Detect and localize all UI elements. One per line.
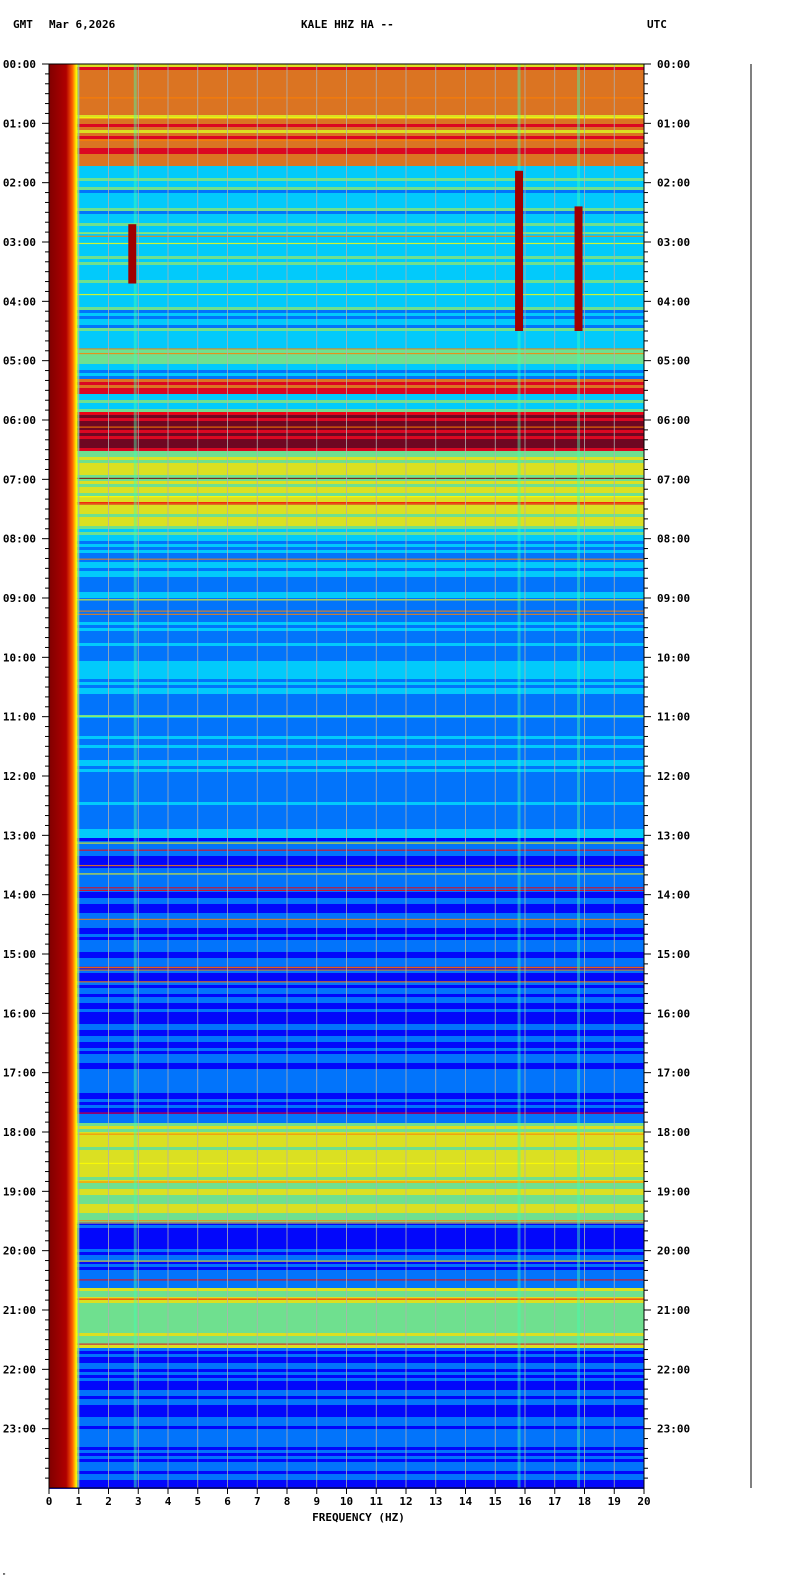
y-tick-label-left: 15:00 bbox=[3, 948, 36, 961]
y-tick-label-right: 15:00 bbox=[657, 948, 690, 961]
y-tick-label-right: 06:00 bbox=[657, 414, 690, 427]
x-tick-label: 3 bbox=[135, 1495, 142, 1508]
y-tick-label-right: 00:00 bbox=[657, 58, 690, 71]
x-tick-label: 11 bbox=[370, 1495, 384, 1508]
x-tick-label: 20 bbox=[637, 1495, 650, 1508]
y-tick-label-right: 04:00 bbox=[657, 295, 690, 308]
y-tick-label-right: 14:00 bbox=[657, 889, 690, 902]
x-tick-label: 8 bbox=[284, 1495, 291, 1508]
x-tick-label: 2 bbox=[105, 1495, 112, 1508]
y-tick-label-right: 05:00 bbox=[657, 355, 690, 368]
y-tick-label-left: 21:00 bbox=[3, 1304, 36, 1317]
y-tick-label-right: 17:00 bbox=[657, 1067, 690, 1080]
y-tick-label-right: 20:00 bbox=[657, 1245, 690, 1258]
y-tick-label-left: 10:00 bbox=[3, 651, 36, 664]
x-tick-label: 17 bbox=[548, 1495, 561, 1508]
y-tick-label-left: 09:00 bbox=[3, 592, 36, 605]
y-tick-label-left: 19:00 bbox=[3, 1185, 36, 1198]
x-tick-label: 13 bbox=[429, 1495, 442, 1508]
y-tick-label-left: 16:00 bbox=[3, 1007, 36, 1020]
event-marks bbox=[128, 170, 583, 331]
corner-mark: " bbox=[2, 1572, 7, 1580]
y-tick-label-right: 18:00 bbox=[657, 1126, 690, 1139]
y-tick-label-right: 22:00 bbox=[657, 1363, 690, 1376]
x-tick-label: 10 bbox=[340, 1495, 353, 1508]
x-tick-label: 18 bbox=[578, 1495, 591, 1508]
y-tick-label-right: 09:00 bbox=[657, 592, 690, 605]
harmonic-line bbox=[133, 64, 137, 1488]
y-tick-label-left: 18:00 bbox=[3, 1126, 36, 1139]
x-tick-label: 1 bbox=[75, 1495, 82, 1508]
x-axis-title: FREQUENCY (HZ) bbox=[312, 1511, 405, 1524]
y-tick-label-right: 23:00 bbox=[657, 1423, 690, 1436]
y-tick-label-right: 12:00 bbox=[657, 770, 690, 783]
x-tick-label: 9 bbox=[313, 1495, 320, 1508]
y-tick-label-left: 22:00 bbox=[3, 1363, 36, 1376]
header-date: Mar 6,2026 bbox=[49, 18, 116, 31]
y-tick-label-left: 12:00 bbox=[3, 770, 36, 783]
y-tick-label-left: 08:00 bbox=[3, 533, 36, 546]
x-tick-label: 15 bbox=[489, 1495, 502, 1508]
harmonic-line bbox=[517, 64, 521, 1488]
y-tick-label-right: 11:00 bbox=[657, 711, 690, 724]
y-tick-label-right: 13:00 bbox=[657, 829, 690, 842]
y-tick-label-right: 19:00 bbox=[657, 1185, 690, 1198]
x-tick-label: 4 bbox=[165, 1495, 172, 1508]
y-tick-label-left: 13:00 bbox=[3, 829, 36, 842]
y-tick-label-left: 20:00 bbox=[3, 1245, 36, 1258]
y-tick-label-right: 02:00 bbox=[657, 177, 690, 190]
y-tick-label-right: 01:00 bbox=[657, 117, 690, 130]
y-tick-label-left: 02:00 bbox=[3, 177, 36, 190]
frequency-grid bbox=[78, 64, 615, 1488]
y-tick-label-right: 21:00 bbox=[657, 1304, 690, 1317]
y-tick-label-left: 06:00 bbox=[3, 414, 36, 427]
x-tick-label: 6 bbox=[224, 1495, 231, 1508]
event-mark bbox=[515, 170, 524, 331]
low-frequency-saturation bbox=[49, 64, 81, 1488]
x-tick-label: 7 bbox=[254, 1495, 261, 1508]
harmonic-line bbox=[577, 64, 581, 1488]
header-station: KALE HHZ HA -- bbox=[301, 18, 394, 31]
harmonic-lines bbox=[133, 64, 581, 1488]
y-tick-label-left: 07:00 bbox=[3, 473, 36, 486]
y-tick-label-left: 03:00 bbox=[3, 236, 36, 249]
x-tick-label: 19 bbox=[608, 1495, 621, 1508]
y-tick-label-left: 11:00 bbox=[3, 711, 36, 724]
x-tick-label: 12 bbox=[399, 1495, 412, 1508]
axes: 00:00 00:00 01:00 01:00 02:00 02:00 03:00 03:00… bbox=[3, 58, 690, 1524]
x-tick-label: 5 bbox=[194, 1495, 201, 1508]
y-tick-label-left: 23:00 bbox=[3, 1423, 36, 1436]
y-tick-label-right: 07:00 bbox=[657, 473, 690, 486]
event-mark bbox=[574, 206, 583, 331]
header-timezone-left: GMT bbox=[13, 18, 33, 31]
x-tick-label: 14 bbox=[459, 1495, 473, 1508]
x-tick-label: 16 bbox=[518, 1495, 532, 1508]
y-tick-label-left: 14:00 bbox=[3, 889, 36, 902]
y-tick-label-right: 16:00 bbox=[657, 1007, 690, 1020]
y-tick-label-right: 10:00 bbox=[657, 651, 690, 664]
y-tick-label-right: 03:00 bbox=[657, 236, 690, 249]
event-mark bbox=[128, 224, 137, 284]
x-tick-label: 0 bbox=[46, 1495, 53, 1508]
y-tick-label-left: 17:00 bbox=[3, 1067, 36, 1080]
header-timezone-right: UTC bbox=[647, 18, 667, 31]
y-tick-label-right: 08:00 bbox=[657, 533, 690, 546]
y-tick-label-left: 04:00 bbox=[3, 295, 36, 308]
y-tick-label-left: 00:00 bbox=[3, 58, 36, 71]
y-tick-label-left: 01:00 bbox=[3, 117, 36, 130]
y-tick-label-left: 05:00 bbox=[3, 355, 36, 368]
